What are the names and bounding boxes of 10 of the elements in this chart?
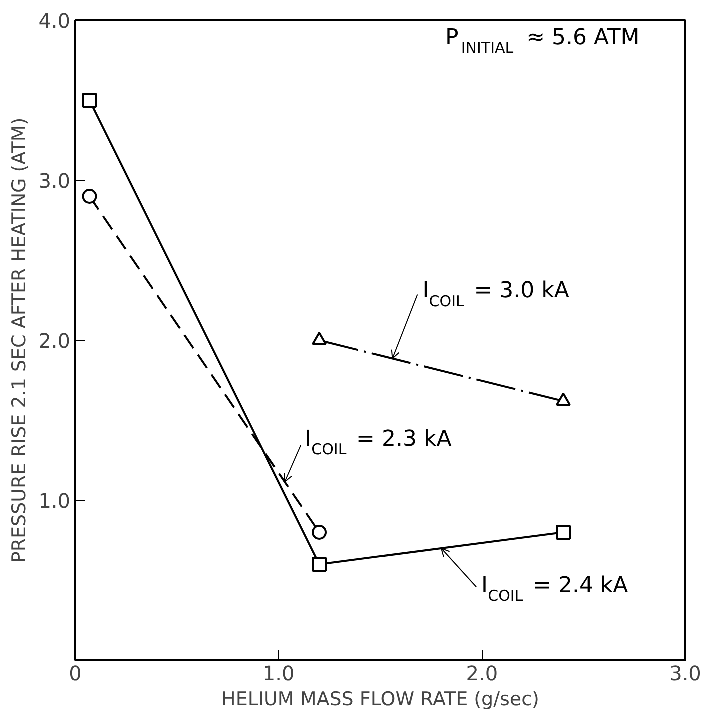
y-tick-label: 3.0: [38, 169, 71, 193]
y-tick-label: 4.0: [38, 9, 71, 33]
x-tick-label: 1.0: [262, 662, 295, 686]
x-axis-title: HELIUM MASS FLOW RATE (g/sec): [222, 688, 540, 710]
x-tick-label: 3.0: [670, 662, 702, 686]
y-tick-label: 1.0: [38, 489, 71, 513]
y-axis-title: PRESSURE RISE 2.1 SEC AFTER HEATING (ATM): [8, 118, 31, 564]
y-tick-label: 2.0: [38, 329, 71, 353]
x-tick-label: 0: [69, 662, 82, 686]
x-tick-label: 2.0: [466, 662, 498, 686]
